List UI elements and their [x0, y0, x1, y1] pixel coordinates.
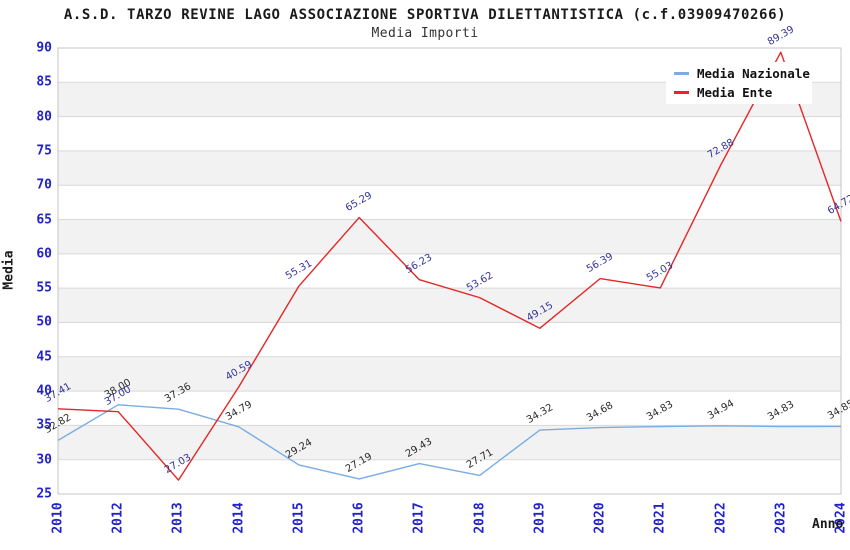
- plot-band: [58, 116, 841, 151]
- plot-band: [58, 288, 841, 323]
- legend-label-media-nazionale: Media Nazionale: [697, 66, 810, 81]
- plot-band: [58, 391, 841, 426]
- legend-item-media-ente: Media Ente: [674, 85, 812, 100]
- plot-border: [57, 47, 842, 495]
- legend-label-media-ente: Media Ente: [697, 85, 773, 100]
- chart-subtitle: Media Importi: [371, 26, 479, 41]
- legend-item-media-nazionale: Media Nazionale: [674, 66, 812, 81]
- plot-band: [58, 356, 841, 392]
- plot-band: [58, 322, 841, 357]
- plot-band: [58, 425, 841, 460]
- plot-band: [58, 219, 841, 254]
- plot-band: [58, 150, 841, 186]
- plot-band: [58, 253, 841, 289]
- series-line-media-nazionale: [57, 404, 842, 480]
- legend-swatch-media-ente-icon: [674, 91, 689, 94]
- legend: Media Nazionale Media Ente: [666, 62, 812, 104]
- plot-band: [58, 185, 841, 220]
- series-line-media-ente: [57, 51, 842, 481]
- legend-swatch-media-nazionale-icon: [674, 72, 689, 75]
- y-axis-title: Media: [1, 250, 17, 290]
- chart-title: A.S.D. TARZO REVINE LAGO ASSOCIAZIONE SP…: [63, 7, 787, 23]
- x-axis-title: Anno: [812, 517, 844, 532]
